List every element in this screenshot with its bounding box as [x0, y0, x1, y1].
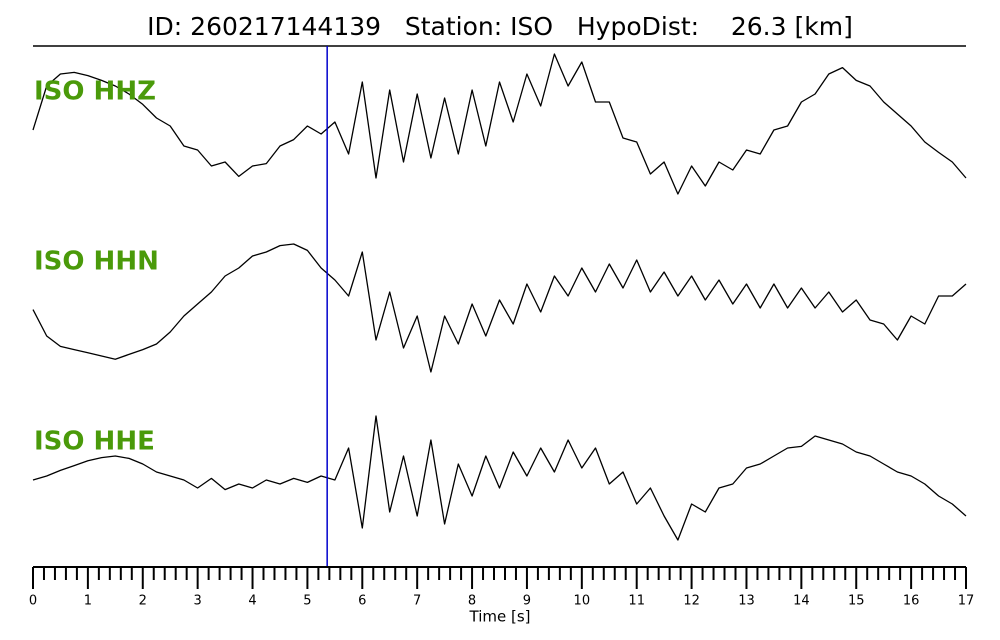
x-tick-label: 14 [793, 594, 810, 609]
trace-label: ISO HHN [34, 247, 159, 277]
x-tick-label: 7 [413, 594, 421, 609]
trace [32, 243, 967, 373]
x-tick-label: 2 [139, 594, 147, 609]
x-tick-label: 0 [29, 594, 37, 609]
x-tick-label: 9 [523, 594, 531, 609]
x-tick-label: 5 [303, 594, 311, 609]
x-axis-label: Time [s] [469, 608, 531, 626]
trace [32, 53, 967, 195]
x-tick-label: 16 [903, 594, 920, 609]
x-tick-label: 10 [574, 594, 591, 609]
x-tick-label: 1 [84, 594, 92, 609]
chart-title: ID: 260217144139 Station: ISO HypoDist: … [147, 12, 853, 41]
x-tick-label: 3 [194, 594, 202, 609]
x-tick-label: 17 [958, 594, 975, 609]
x-tick-label: 12 [683, 594, 700, 609]
x-tick-label: 4 [248, 594, 256, 609]
trace [32, 415, 967, 541]
x-tick-label: 15 [848, 594, 865, 609]
x-tick-label: 8 [468, 594, 476, 609]
x-tick-label: 13 [738, 594, 755, 609]
trace-label: ISO HHZ [34, 77, 156, 107]
x-tick-label: 6 [358, 594, 366, 609]
x-tick-label: 11 [628, 594, 645, 609]
trace-label: ISO HHE [34, 427, 155, 457]
